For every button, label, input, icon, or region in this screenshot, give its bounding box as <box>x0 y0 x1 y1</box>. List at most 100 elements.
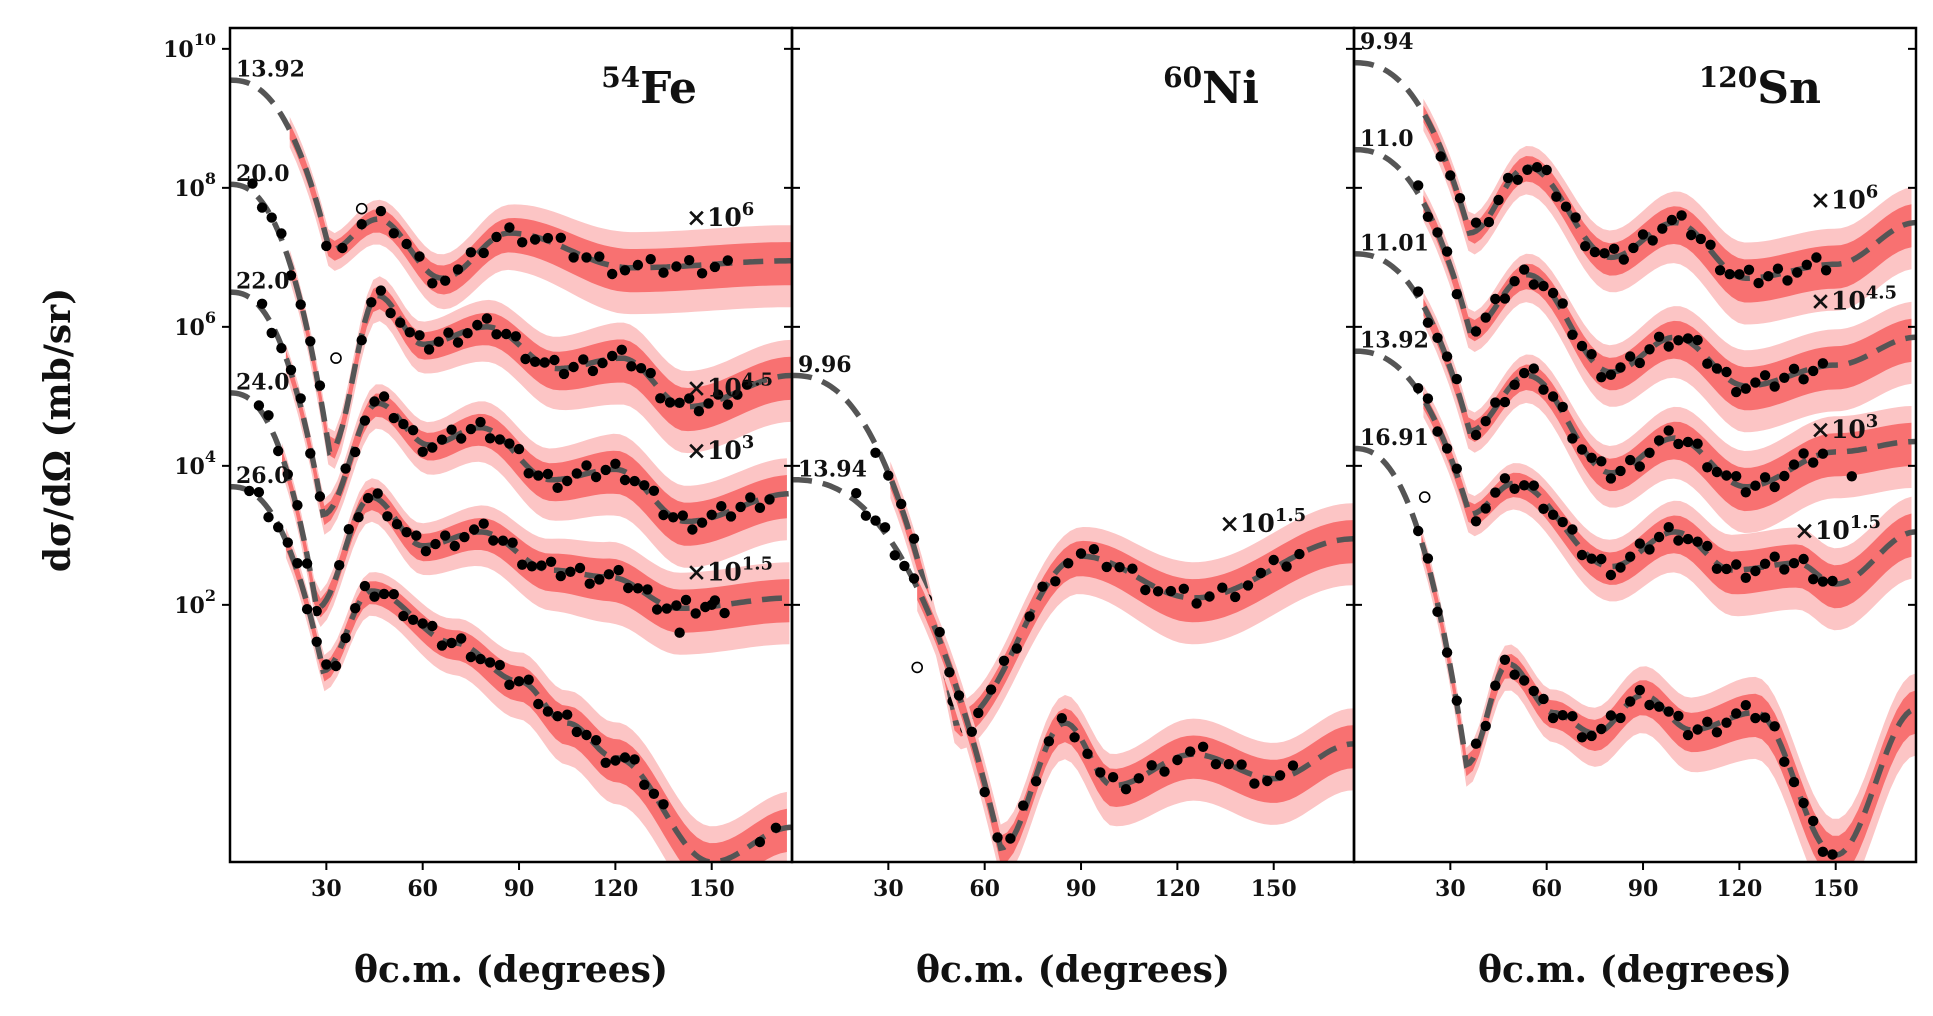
data-point <box>359 415 371 426</box>
data-point <box>1792 267 1803 278</box>
data-point <box>568 252 579 263</box>
data-point <box>375 285 387 296</box>
data-point <box>1673 535 1684 546</box>
data-point <box>1499 293 1511 304</box>
data-point <box>1759 370 1771 381</box>
x-axis-title: θc.m. (degrees) <box>916 949 1230 991</box>
data-point <box>648 485 660 496</box>
plot-area <box>230 77 792 862</box>
data-point <box>1731 471 1742 482</box>
data-point <box>276 343 287 354</box>
data-point <box>1673 438 1684 450</box>
data-point <box>1625 351 1636 362</box>
data-point <box>337 242 348 254</box>
data-point <box>684 393 695 404</box>
data-point <box>1711 563 1723 574</box>
data-point <box>478 247 489 259</box>
data-point <box>693 406 705 417</box>
data-point <box>417 618 428 629</box>
data-point <box>1608 243 1620 254</box>
data-point <box>1499 473 1511 484</box>
data-point <box>953 690 965 701</box>
data-point <box>513 676 525 687</box>
data-point <box>616 344 627 355</box>
data-point <box>1653 435 1665 446</box>
data-point <box>879 522 891 533</box>
data-point <box>256 298 268 309</box>
x-tick-label: 150 <box>1251 876 1297 902</box>
data-point <box>1509 276 1520 287</box>
nucleus-label: 120Sn <box>1699 61 1821 114</box>
series-22.0 <box>230 289 792 568</box>
data-point <box>1724 269 1735 280</box>
data-point <box>282 469 293 480</box>
data-point <box>555 570 566 582</box>
data-point <box>1753 277 1764 289</box>
data-point <box>1567 711 1578 722</box>
data-point <box>401 238 412 250</box>
data-point <box>1596 372 1607 383</box>
data-point <box>677 510 688 521</box>
data-point <box>1682 729 1694 741</box>
data-point <box>1133 773 1145 784</box>
x-tick-label: 60 <box>407 876 438 902</box>
data-point <box>1634 684 1646 696</box>
data-point <box>468 524 480 535</box>
y-tick-label: 106 <box>174 308 216 341</box>
data-point <box>295 299 306 310</box>
series-11.01 <box>1354 251 1916 533</box>
data-point <box>372 488 383 499</box>
data-point <box>1210 759 1222 770</box>
data-point <box>979 786 990 798</box>
data-point <box>687 524 698 535</box>
series-13.92 <box>1354 348 1916 631</box>
data-point <box>1538 503 1549 514</box>
data-point <box>446 424 457 435</box>
x-tick-label: 90 <box>504 876 535 902</box>
data-point <box>568 361 579 373</box>
data-point <box>1769 721 1780 732</box>
data-point <box>452 337 464 348</box>
panel-ni: 9.96 13.94 ×101.5 60Ni 30 60 90 120 150 θc.m. (de… <box>784 26 1362 991</box>
data-point <box>256 202 268 213</box>
band-inner <box>1423 298 1912 512</box>
data-point <box>770 822 782 833</box>
data-point <box>1769 551 1780 562</box>
data-point <box>1605 473 1617 484</box>
data-point <box>1528 363 1540 374</box>
data-point <box>388 589 399 600</box>
data-point <box>305 448 316 459</box>
data-point <box>1445 170 1456 181</box>
data-point <box>273 445 284 457</box>
data-point <box>542 706 554 717</box>
data-point <box>1567 524 1578 535</box>
data-point <box>1769 381 1780 392</box>
data-point <box>851 488 862 499</box>
data-point <box>883 470 894 481</box>
data-point <box>1808 457 1819 468</box>
data-point <box>645 367 656 379</box>
scale-factor-label: ×103 <box>1810 411 1878 444</box>
data-point <box>1798 797 1809 809</box>
data-point <box>456 633 467 644</box>
data-point <box>1692 724 1703 735</box>
data-point <box>305 336 316 347</box>
data-point <box>706 509 717 520</box>
data-point <box>311 636 322 647</box>
data-point <box>1281 561 1292 572</box>
data-point <box>1435 151 1446 162</box>
data-point <box>340 632 351 644</box>
data-point <box>1470 217 1482 228</box>
data-point <box>504 438 515 449</box>
band-inner <box>285 350 787 546</box>
scale-factor-label: ×103 <box>686 432 754 465</box>
data-point <box>690 608 701 619</box>
data-point <box>1625 551 1636 562</box>
data-point <box>362 492 374 504</box>
y-tick-label: 102 <box>174 586 216 619</box>
x-tick-label: 60 <box>969 876 1000 902</box>
series-20.0 <box>230 178 792 469</box>
data-point <box>529 356 541 367</box>
data-point <box>359 580 371 592</box>
data-point <box>1152 586 1164 597</box>
